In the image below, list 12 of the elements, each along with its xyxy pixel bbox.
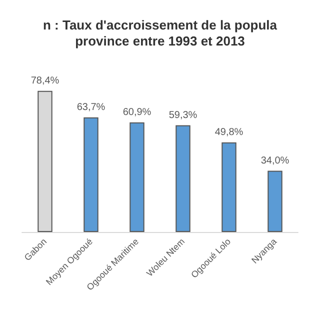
bar xyxy=(268,170,282,232)
bar xyxy=(222,142,236,232)
data-label: 59,3% xyxy=(168,110,198,121)
bar xyxy=(176,125,190,232)
data-label: 49,8% xyxy=(214,126,244,138)
chart-title: n : Taux d'accroissement de la popula province entre 1993 et 2013 xyxy=(42,18,278,48)
bar xyxy=(130,122,144,232)
bar xyxy=(84,117,98,232)
data-label: 34,0% xyxy=(260,155,290,166)
data-label: 78,4% xyxy=(30,75,60,86)
data-label: 63,7% xyxy=(76,102,106,113)
data-label: 60,9% xyxy=(122,106,152,118)
